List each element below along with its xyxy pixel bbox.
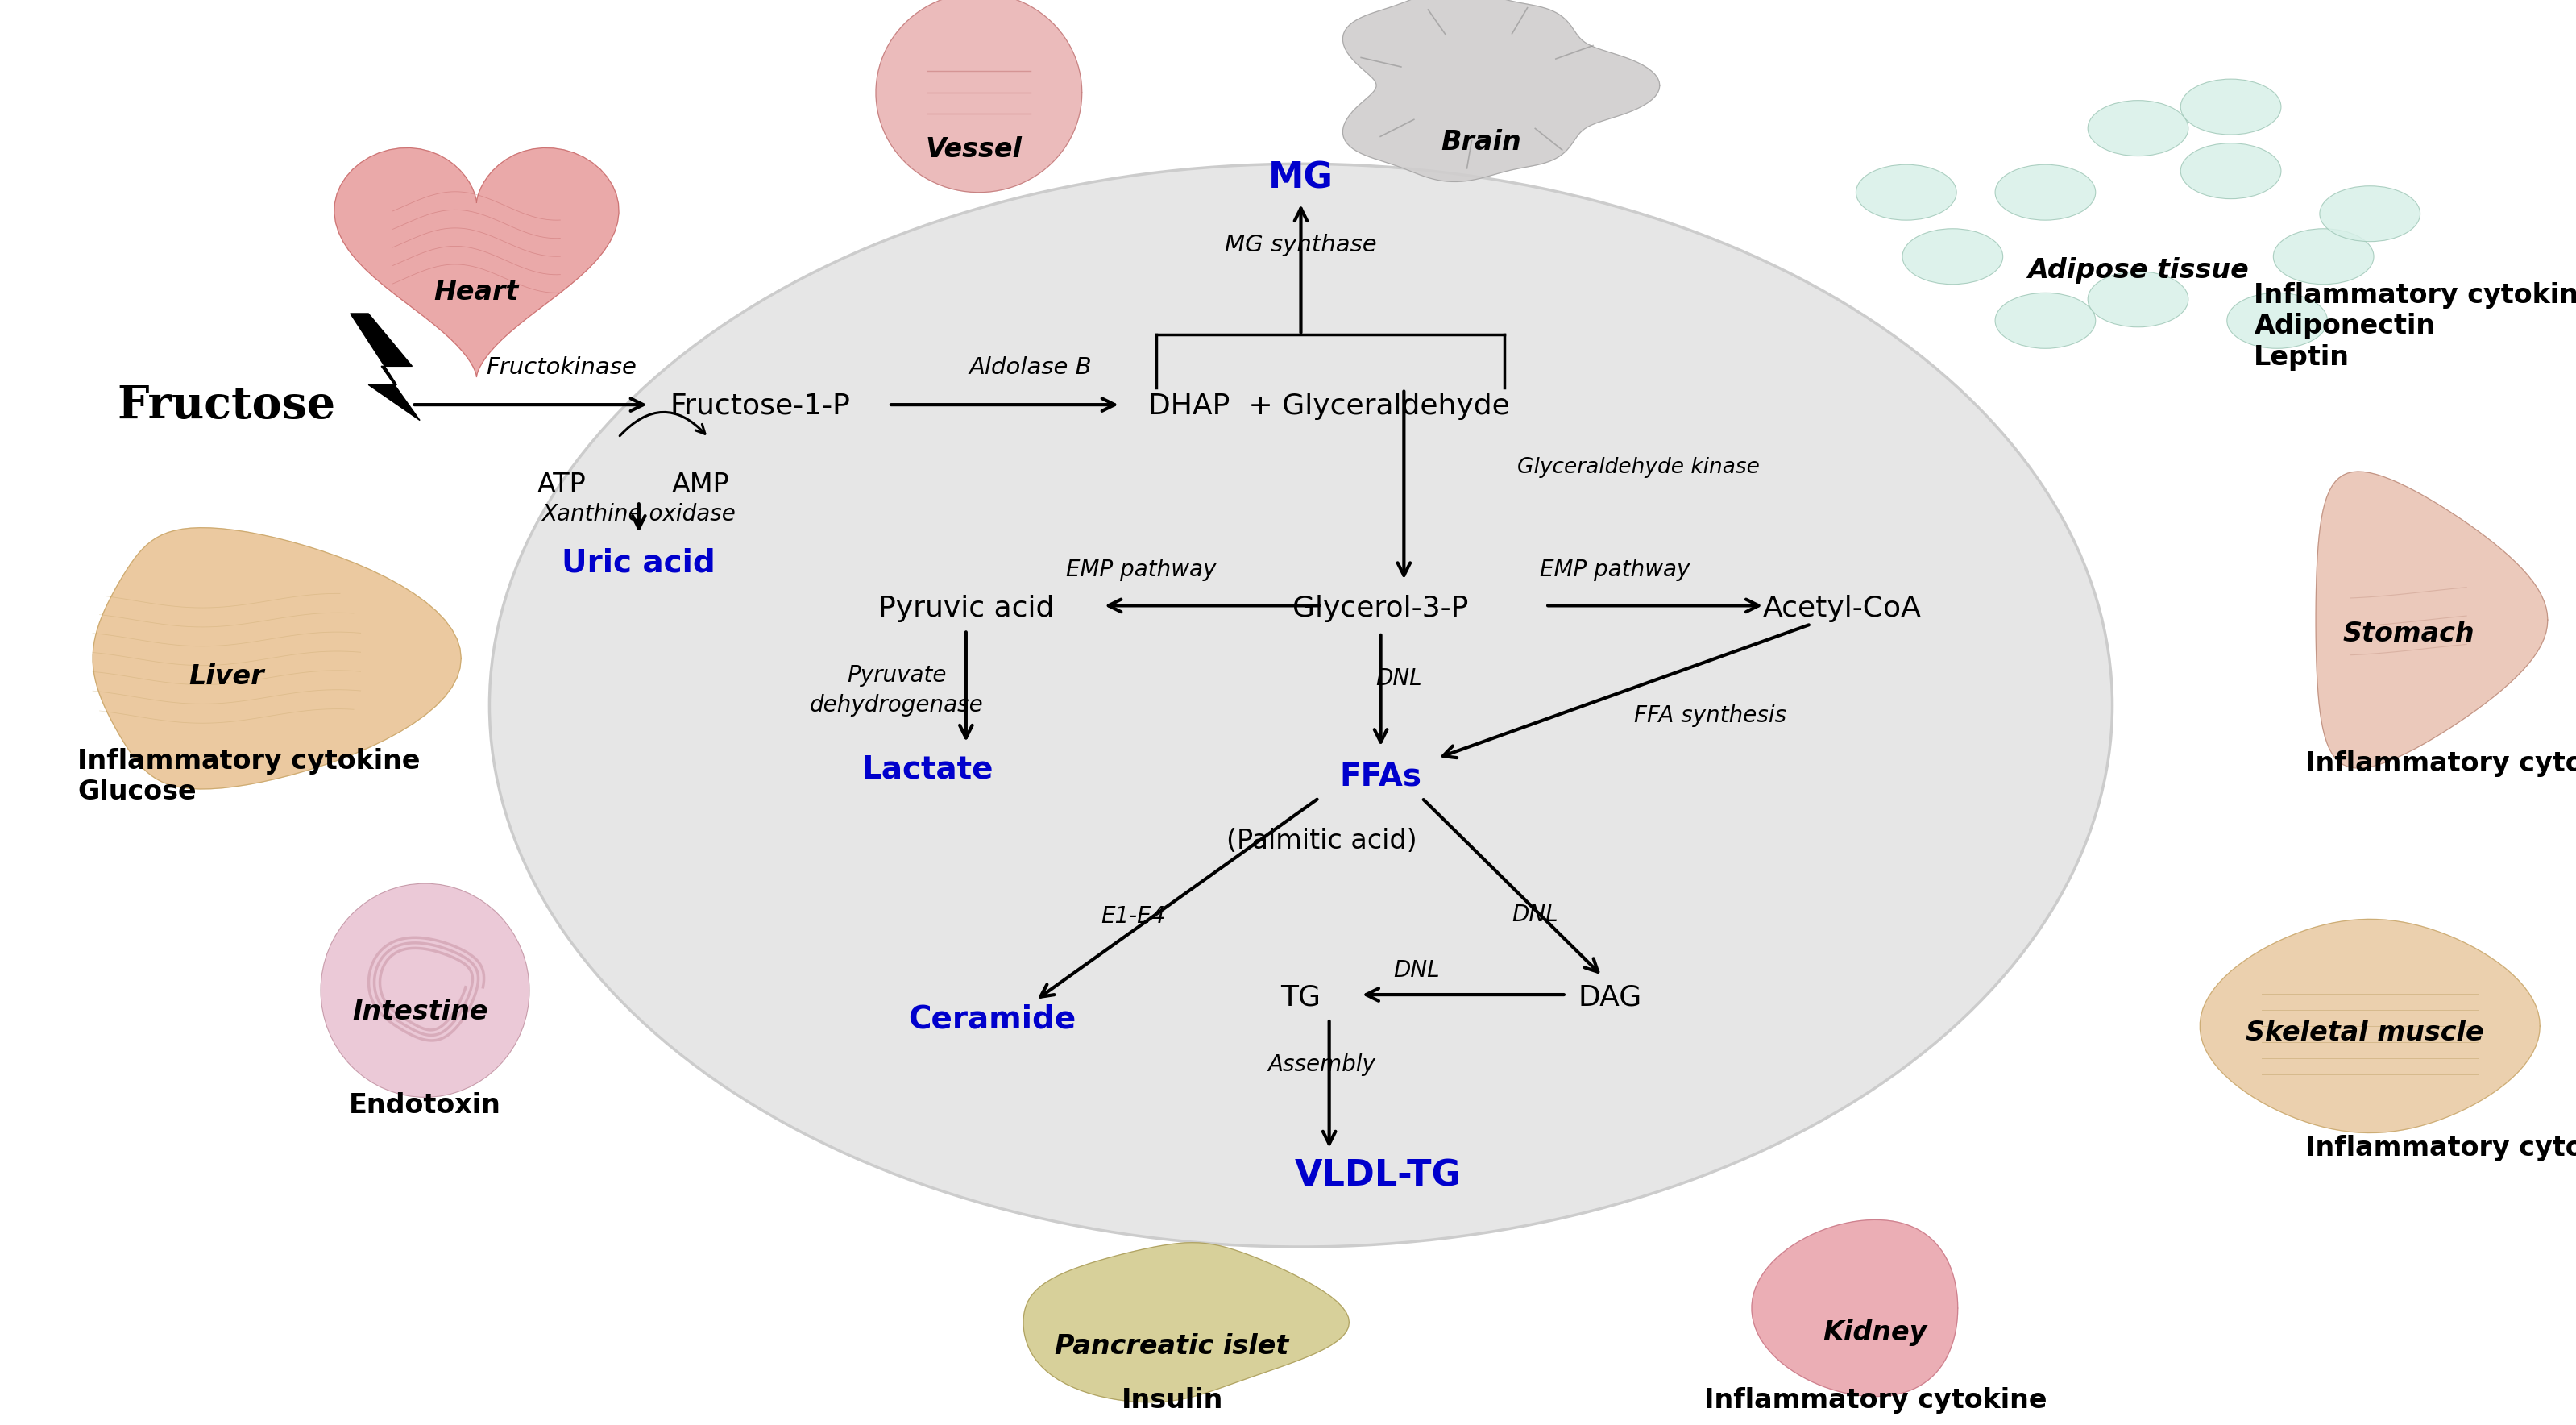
Text: dehydrogenase: dehydrogenase bbox=[809, 694, 984, 717]
Text: DNL: DNL bbox=[1512, 903, 1558, 926]
Polygon shape bbox=[876, 0, 1082, 192]
FancyArrowPatch shape bbox=[621, 412, 706, 436]
Circle shape bbox=[2087, 100, 2187, 155]
Text: MG synthase: MG synthase bbox=[1224, 234, 1378, 256]
Text: Inflammatory cytokine: Inflammatory cytokine bbox=[1703, 1387, 2048, 1414]
Text: Xanthine oxidase: Xanthine oxidase bbox=[541, 503, 737, 526]
Polygon shape bbox=[93, 527, 461, 789]
Text: Intestine: Intestine bbox=[353, 999, 487, 1025]
Text: Brain: Brain bbox=[1440, 130, 1522, 155]
Polygon shape bbox=[1342, 0, 1659, 182]
Circle shape bbox=[2179, 80, 2282, 134]
Text: Vessel: Vessel bbox=[925, 137, 1023, 162]
Text: Endotoxin: Endotoxin bbox=[348, 1092, 502, 1119]
Polygon shape bbox=[350, 314, 420, 420]
Text: Acetyl-CoA: Acetyl-CoA bbox=[1762, 594, 1922, 623]
Text: Heart: Heart bbox=[435, 279, 518, 305]
Circle shape bbox=[2087, 271, 2187, 328]
Text: Pyruvic acid: Pyruvic acid bbox=[878, 594, 1054, 623]
Text: EMP pathway: EMP pathway bbox=[1066, 559, 1216, 581]
Circle shape bbox=[1901, 228, 2004, 284]
Text: MG: MG bbox=[1267, 161, 1334, 195]
Text: Aldolase B: Aldolase B bbox=[969, 356, 1092, 379]
Ellipse shape bbox=[319, 884, 531, 1097]
Polygon shape bbox=[2316, 472, 2548, 768]
Text: Fructose-1-P: Fructose-1-P bbox=[670, 392, 850, 420]
Polygon shape bbox=[335, 148, 618, 376]
Text: (Palmitic acid): (Palmitic acid) bbox=[1226, 828, 1417, 854]
Text: DAG: DAG bbox=[1579, 983, 1641, 1012]
Text: Stomach: Stomach bbox=[2342, 621, 2476, 647]
Circle shape bbox=[2272, 228, 2372, 284]
Text: Ceramide: Ceramide bbox=[907, 1003, 1077, 1035]
Circle shape bbox=[2179, 144, 2282, 198]
Text: Inflammatory cytokine
Adiponectin
Leptin: Inflammatory cytokine Adiponectin Leptin bbox=[2254, 282, 2576, 370]
Polygon shape bbox=[2200, 919, 2540, 1133]
Text: Inflammatory cytokine: Inflammatory cytokine bbox=[2306, 1134, 2576, 1161]
Text: TG: TG bbox=[1280, 983, 1321, 1012]
Text: DHAP  + Glyceraldehyde: DHAP + Glyceraldehyde bbox=[1149, 392, 1510, 420]
Text: DNL: DNL bbox=[1376, 667, 1422, 690]
Text: Fructokinase: Fructokinase bbox=[487, 356, 636, 379]
Text: E1-E4: E1-E4 bbox=[1100, 905, 1167, 928]
Text: VLDL-TG: VLDL-TG bbox=[1296, 1159, 1461, 1193]
Text: Skeletal muscle: Skeletal muscle bbox=[2246, 1020, 2483, 1046]
Text: Kidney: Kidney bbox=[1824, 1320, 1927, 1345]
Text: DNL: DNL bbox=[1394, 959, 1440, 982]
Text: Glyceraldehyde kinase: Glyceraldehyde kinase bbox=[1517, 457, 1759, 477]
Text: Fructose: Fructose bbox=[118, 383, 335, 429]
Text: Adipose tissue: Adipose tissue bbox=[2027, 258, 2249, 284]
Text: Glycerol-3-P: Glycerol-3-P bbox=[1293, 594, 1468, 623]
Text: EMP pathway: EMP pathway bbox=[1540, 559, 1690, 581]
Text: ATP: ATP bbox=[536, 472, 587, 497]
Text: AMP: AMP bbox=[672, 472, 729, 497]
Ellipse shape bbox=[489, 164, 2112, 1247]
Text: Lactate: Lactate bbox=[860, 754, 994, 785]
Circle shape bbox=[1855, 165, 1958, 219]
Text: FFA synthesis: FFA synthesis bbox=[1633, 704, 1788, 727]
Text: Pyruvate: Pyruvate bbox=[848, 664, 945, 687]
Text: FFAs: FFAs bbox=[1340, 761, 1422, 792]
Circle shape bbox=[1994, 165, 2094, 219]
Text: Inflammatory cytokine
Glucose: Inflammatory cytokine Glucose bbox=[77, 748, 420, 805]
Text: Insulin: Insulin bbox=[1121, 1387, 1224, 1414]
Text: Uric acid: Uric acid bbox=[562, 547, 716, 579]
Polygon shape bbox=[1023, 1243, 1350, 1402]
Text: Assembly: Assembly bbox=[1267, 1053, 1376, 1076]
Text: Pancreatic islet: Pancreatic islet bbox=[1056, 1334, 1288, 1359]
Circle shape bbox=[2226, 294, 2329, 349]
Circle shape bbox=[1994, 294, 2094, 349]
Text: Inflammatory cytokine: Inflammatory cytokine bbox=[2306, 750, 2576, 777]
Text: Liver: Liver bbox=[188, 664, 265, 690]
Polygon shape bbox=[1752, 1220, 1958, 1396]
Circle shape bbox=[2318, 187, 2421, 241]
